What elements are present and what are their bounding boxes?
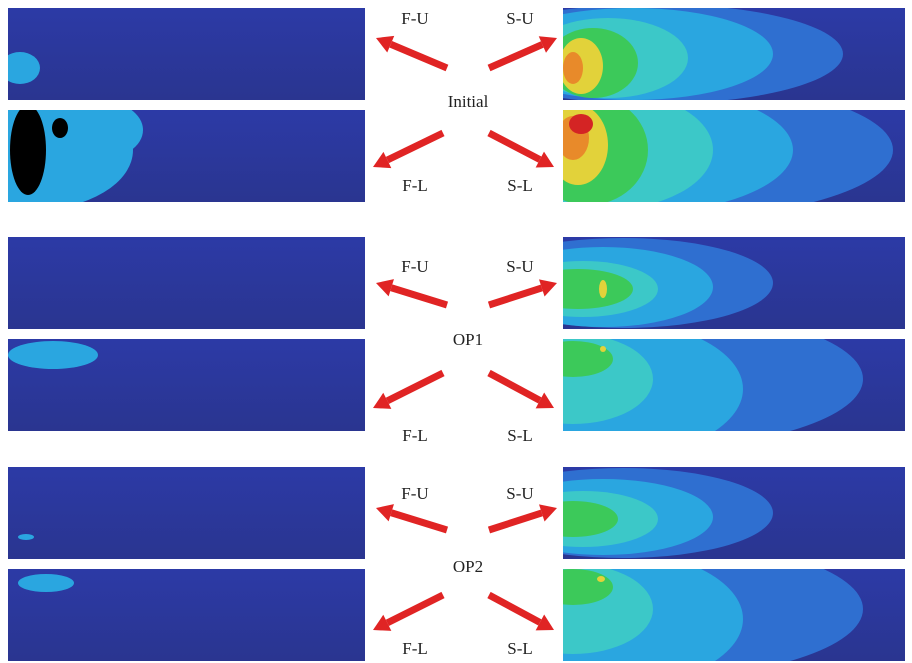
contour <box>533 569 613 605</box>
group-label: OP2 <box>453 557 483 576</box>
arrow <box>489 595 554 630</box>
arrow-shaft <box>391 513 447 530</box>
panel-bg <box>8 467 365 559</box>
arrow <box>373 595 443 631</box>
contour <box>599 280 607 298</box>
arrow <box>489 36 557 68</box>
arrow <box>376 36 447 68</box>
group-label: Initial <box>448 92 489 111</box>
contour-panel <box>8 569 365 661</box>
arrow <box>489 133 554 168</box>
panel-bg <box>8 8 365 100</box>
contour-panel <box>8 339 365 431</box>
arrow-shaft <box>387 373 443 401</box>
contour <box>10 105 46 195</box>
arrow-shaft <box>489 595 540 622</box>
contour <box>18 574 74 592</box>
arrow-head <box>376 279 394 296</box>
upper-right-label: S-U <box>506 9 533 28</box>
contour <box>8 341 98 369</box>
upper-left-label: F-U <box>401 257 428 276</box>
panel-bg <box>8 237 365 329</box>
arrow-shaft <box>489 513 542 530</box>
lower-right-label: S-L <box>507 426 533 445</box>
arrow-shaft <box>489 133 540 160</box>
contours <box>423 309 863 459</box>
group-label: OP1 <box>453 330 483 349</box>
contour-panel <box>473 237 905 329</box>
upper-left-label: F-U <box>401 484 428 503</box>
figure: F-U S-U Initial F-L S-L F-U S-U OP1 F-L S-L F-U S-U… <box>0 0 912 663</box>
arrow-shaft <box>387 133 443 160</box>
lower-left-label: F-L <box>402 176 428 195</box>
arrow <box>489 279 557 305</box>
arrow <box>373 133 443 168</box>
arrow-shaft <box>387 595 443 623</box>
lower-left-label: F-L <box>402 639 428 658</box>
arrow <box>376 504 447 530</box>
upper-right-label: S-U <box>506 257 533 276</box>
upper-right-label: S-U <box>506 484 533 503</box>
contour <box>600 346 606 352</box>
contour-panel <box>0 8 365 100</box>
lower-right-label: S-L <box>507 639 533 658</box>
arrow-shaft <box>391 44 447 68</box>
lower-right-label: S-L <box>507 176 533 195</box>
contour <box>52 118 68 138</box>
contour <box>0 52 40 84</box>
contours <box>18 534 34 540</box>
contours <box>18 574 74 592</box>
contour-panel <box>8 467 365 559</box>
upper-left-label: F-U <box>401 9 428 28</box>
contours <box>473 238 773 328</box>
arrow-shaft <box>489 373 540 400</box>
contour-panel <box>0 90 365 210</box>
contour-panel <box>8 237 365 329</box>
contour <box>597 576 605 582</box>
contour <box>569 114 593 134</box>
arrow-head <box>376 504 394 521</box>
arrow-shaft <box>391 288 447 305</box>
arrow-shaft <box>489 288 542 305</box>
contour <box>18 534 34 540</box>
contours <box>8 341 98 369</box>
arrow-shaft <box>489 44 542 68</box>
arrow <box>373 373 443 409</box>
contour <box>533 341 613 377</box>
arrow <box>376 279 447 305</box>
contour <box>563 52 583 84</box>
arrow <box>489 373 554 408</box>
lower-left-label: F-L <box>402 426 428 445</box>
contours <box>0 52 40 84</box>
arrow <box>489 504 557 530</box>
contours <box>473 468 773 558</box>
contour-panel <box>423 309 905 459</box>
